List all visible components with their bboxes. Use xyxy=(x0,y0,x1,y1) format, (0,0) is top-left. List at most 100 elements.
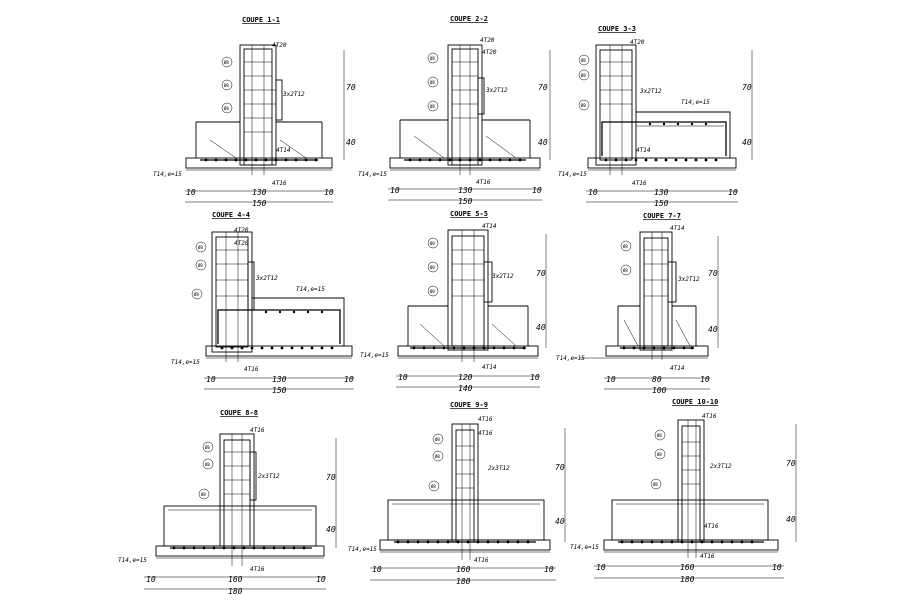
marker-label: Ø8 xyxy=(194,292,199,297)
marker-label: Ø8 xyxy=(657,433,662,438)
elev-upper: 70 xyxy=(708,269,718,278)
elev-lower: 40 xyxy=(326,525,336,534)
marker-label: Ø8 xyxy=(224,60,229,65)
section-title: COUPE 3-3 xyxy=(598,25,636,33)
markers: Ø8 Ø8 Ø8 xyxy=(191,241,207,300)
rebar-dots xyxy=(204,158,318,162)
dim-inner: 160 xyxy=(680,563,695,572)
label-column-top-2: 4T20 xyxy=(234,240,249,247)
elev-lower: 40 xyxy=(555,517,565,526)
dim-inner: 160 xyxy=(228,575,243,584)
label-column-top: 4T14 xyxy=(482,223,497,230)
elev-upper: 70 xyxy=(326,473,336,482)
footing xyxy=(155,505,325,559)
column xyxy=(239,44,283,175)
rebar-dots xyxy=(412,346,526,350)
rebar-dots xyxy=(604,122,718,162)
label-bottom-bars: 4T16 xyxy=(476,179,491,186)
dim-total: 180 xyxy=(228,587,243,596)
elev-lower: 40 xyxy=(708,325,718,334)
markers: Ø8 Ø8 Ø8 xyxy=(427,52,439,112)
dim-inner: 120 xyxy=(458,373,473,382)
marker-label: Ø8 xyxy=(430,289,435,294)
dim-edge-left: 10 xyxy=(596,563,606,572)
label-bottom-bars: 4T16 xyxy=(250,566,265,573)
label-distribution: T14,e=15 xyxy=(558,171,587,178)
section-title: COUPE 9-9 xyxy=(450,401,488,409)
label-column-top: 4T14 xyxy=(670,225,685,232)
label-slab-bars: T14,e=15 xyxy=(296,286,325,293)
dim-edge-left: 10 xyxy=(146,575,156,584)
label-distribution: T14,e=15 xyxy=(358,171,387,178)
label-bottom-bars: 4T14 xyxy=(670,365,685,372)
footing xyxy=(397,305,539,359)
dim-total: 180 xyxy=(456,577,471,586)
marker-label: Ø8 xyxy=(653,482,658,487)
dim-inner: 130 xyxy=(458,186,473,195)
dim-edge-right: 10 xyxy=(530,373,540,382)
marker-label: Ø8 xyxy=(581,103,586,108)
label-column-top: 4T16 xyxy=(250,427,265,434)
label-stirrups: 3x2T12 xyxy=(485,87,508,94)
dim-edge-left: 10 xyxy=(588,188,598,197)
footing xyxy=(185,121,333,171)
label-distribution: T14,e=15 xyxy=(171,359,200,366)
label-bottom-bars: 4T16 xyxy=(244,366,259,373)
label-stirrups: 3x2T12 xyxy=(255,275,278,282)
marker-label: Ø8 xyxy=(581,73,586,78)
footing xyxy=(389,119,541,171)
rebar-dots xyxy=(408,158,522,162)
label-distribution: T14,e=15 xyxy=(153,171,182,178)
elev-upper: 70 xyxy=(742,83,752,92)
label-bottom-bars: 4T16 xyxy=(632,180,647,187)
label-stirrups: 2x3T12 xyxy=(258,473,280,480)
section-title: COUPE 7-7 xyxy=(643,212,681,220)
dimensions: 10 130 10 150 70 40 xyxy=(185,50,356,208)
elev-lower: 40 xyxy=(346,138,356,147)
label-bottom-bars: 4T16 xyxy=(474,557,489,564)
section-coupe-7-7: COUPE 7-7 Ø8 Ø8 xyxy=(556,212,719,395)
dim-edge-left: 10 xyxy=(390,186,400,195)
marker-label: Ø8 xyxy=(224,106,229,111)
dimensions: 10 130 10 150 70 40 xyxy=(388,50,551,206)
marker-label: Ø8 xyxy=(430,265,435,270)
dim-inner: 160 xyxy=(456,565,471,574)
dimensions: 10 130 10 150 70 40 xyxy=(586,50,753,208)
label-stirrups: 3x2T12 xyxy=(677,276,700,283)
elev-upper: 70 xyxy=(346,83,356,92)
elev-upper: 70 xyxy=(786,459,796,468)
dim-edge-left: 10 xyxy=(186,188,196,197)
dim-edge-right: 10 xyxy=(728,188,738,197)
elev-upper: 70 xyxy=(538,83,548,92)
label-column-top: 4T20 xyxy=(234,227,249,234)
marker-label: Ø8 xyxy=(623,268,628,273)
dim-edge-left: 10 xyxy=(398,373,408,382)
marker-label: Ø8 xyxy=(435,437,440,442)
dim-total: 140 xyxy=(458,384,473,393)
marker-label: Ø8 xyxy=(224,83,229,88)
section-title: COUPE 8-8 xyxy=(220,409,258,417)
dim-total: 150 xyxy=(272,386,287,395)
dimensions: 10 160 10 180 70 40 xyxy=(144,438,337,596)
elev-lower: 40 xyxy=(742,138,752,147)
markers: Ø8 Ø8 Ø8 xyxy=(427,237,439,297)
rebar-dots xyxy=(396,540,530,544)
dim-edge-right: 10 xyxy=(324,188,334,197)
label-bottom-bars: 4T14 xyxy=(482,364,497,371)
section-coupe-9-9: COUPE 9-9 Ø8 Ø8 Ø8 4T16 4T16 2x3 xyxy=(348,401,566,586)
section-coupe-4-4: COUPE 4-4 Ø8 Ø8 Ø8 4T20 4T20 xyxy=(171,211,354,395)
label-base-bars: 4T16 xyxy=(704,523,719,530)
markers: Ø8 Ø8 Ø8 xyxy=(221,56,233,114)
rebar-dots xyxy=(220,310,334,350)
label-column-top-2: 4T16 xyxy=(478,430,493,437)
label-distribution: T14,e=15 xyxy=(556,355,585,362)
dim-edge-right: 10 xyxy=(316,575,326,584)
dimensions: 10 160 10 180 70 40 xyxy=(370,428,566,586)
label-stirrups: 3x2T12 xyxy=(491,273,514,280)
label-distribution: T14,e=15 xyxy=(348,546,377,553)
label-column-top: 4T20 xyxy=(480,37,495,44)
section-title: COUPE 1-1 xyxy=(242,16,280,24)
elev-lower: 40 xyxy=(538,138,548,147)
dim-edge-left: 10 xyxy=(606,375,616,384)
